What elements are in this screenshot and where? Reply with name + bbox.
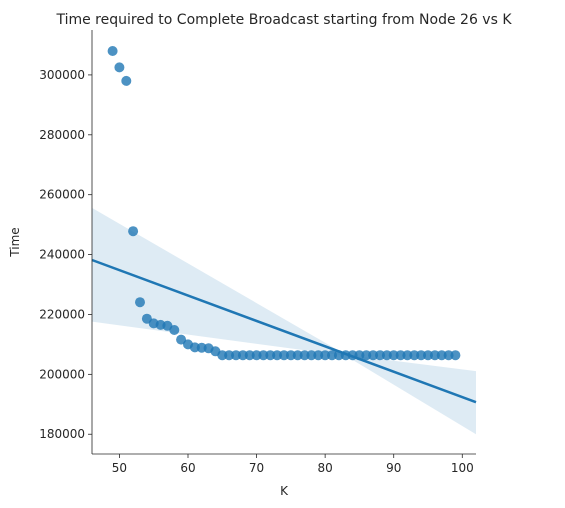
y-tick-label: 300000 xyxy=(39,68,85,82)
data-point xyxy=(244,350,255,361)
data-point xyxy=(169,325,180,335)
y-ticks: 180000 200000 220000 240000 260000 280000 3000… xyxy=(39,68,92,441)
x-tick-label: 100 xyxy=(451,461,474,475)
data-point xyxy=(135,297,145,308)
x-tick-label: 60 xyxy=(180,461,195,475)
data-point xyxy=(121,75,132,86)
y-tick-label: 280000 xyxy=(39,128,85,142)
y-tick-label: 180000 xyxy=(39,427,85,441)
data-point xyxy=(224,350,235,361)
confidence-band-layer xyxy=(92,207,476,435)
data-point xyxy=(375,350,385,361)
data-point xyxy=(306,350,317,361)
y-tick-label: 220000 xyxy=(39,307,85,321)
data-point xyxy=(327,350,337,361)
data-point xyxy=(107,46,118,56)
data-point xyxy=(388,350,399,361)
data-point xyxy=(272,350,283,361)
chart-title: Time required to Complete Broadcast star… xyxy=(55,12,512,28)
data-point xyxy=(436,350,447,361)
data-point xyxy=(292,350,303,361)
data-point xyxy=(368,350,379,361)
y-tick-label: 200000 xyxy=(39,367,85,381)
x-tick-label: 70 xyxy=(249,461,264,475)
x-tick-label: 80 xyxy=(318,461,333,475)
confidence-band xyxy=(92,207,476,435)
data-point xyxy=(423,350,433,361)
data-point xyxy=(416,350,427,361)
data-point xyxy=(258,350,269,361)
x-axis-title: K xyxy=(280,484,289,498)
y-tick-label: 240000 xyxy=(39,248,85,262)
data-point xyxy=(402,350,413,361)
regression-line xyxy=(91,258,477,404)
data-point xyxy=(279,350,289,361)
data-point xyxy=(320,350,331,361)
regression-layer xyxy=(91,258,477,404)
points-layer xyxy=(107,46,461,361)
x-tick-label: 90 xyxy=(386,461,401,475)
x-tick-label: 50 xyxy=(112,461,127,475)
y-axis-title: Time xyxy=(8,227,22,257)
data-point xyxy=(128,226,139,237)
data-point xyxy=(231,350,241,361)
data-point xyxy=(114,62,125,73)
data-point xyxy=(450,350,461,361)
x-ticks: 50 60 70 80 90 100 xyxy=(112,454,474,475)
y-tick-label: 260000 xyxy=(39,188,85,202)
